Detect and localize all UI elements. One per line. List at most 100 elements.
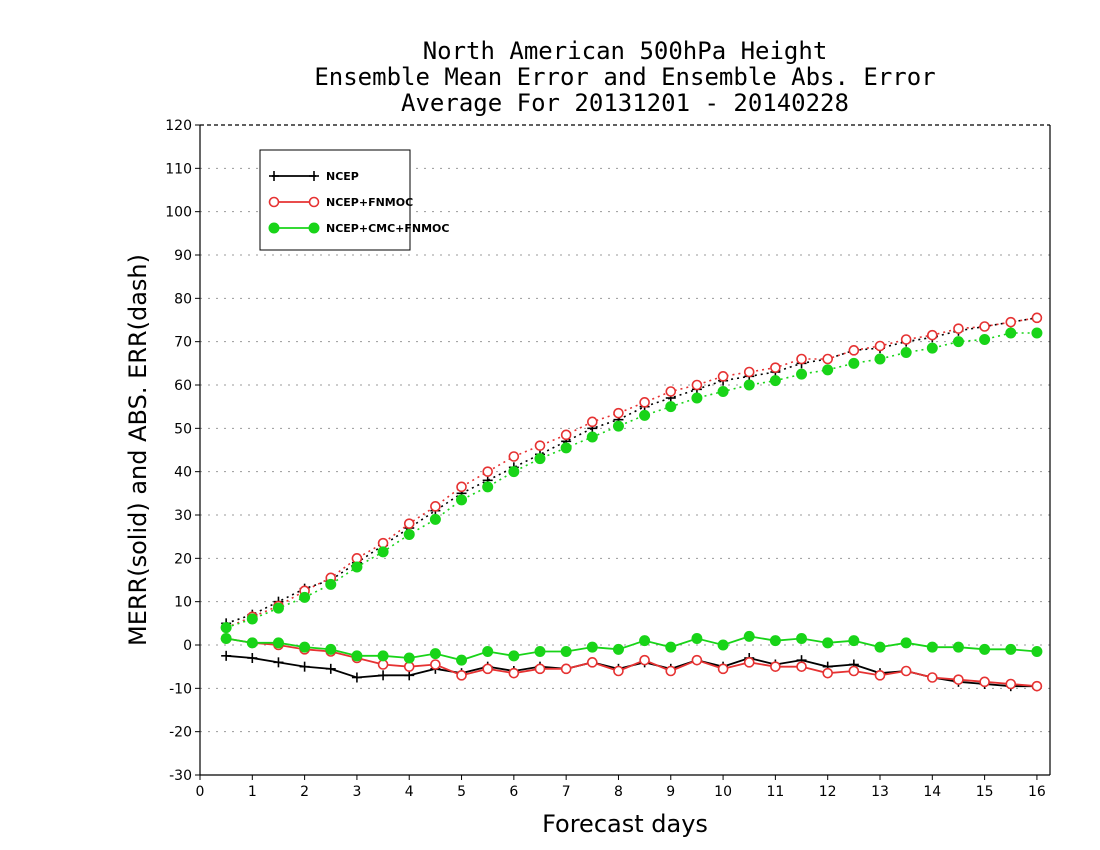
data-point — [691, 654, 703, 666]
y-tick-label: 30 — [174, 508, 192, 524]
data-point — [560, 442, 572, 454]
series-ncep-fnmoc — [220, 312, 1043, 692]
data-point — [900, 334, 912, 345]
data-point — [246, 637, 258, 649]
data-point — [309, 171, 319, 181]
data-point — [268, 196, 280, 208]
data-point — [482, 481, 494, 493]
data-point — [691, 379, 703, 391]
data-point — [665, 665, 677, 677]
data-point — [560, 429, 572, 441]
y-tick-label: -10 — [169, 681, 192, 697]
x-tick-label: 4 — [405, 784, 414, 800]
data-point — [848, 357, 860, 369]
data-point — [848, 635, 860, 647]
data-point — [717, 663, 729, 675]
data-point — [717, 371, 729, 382]
data-point — [586, 431, 598, 443]
data-point — [482, 663, 493, 675]
data-point — [796, 633, 808, 644]
data-point — [979, 643, 991, 655]
legend-entry: NCEP+CMC+FNMOC — [268, 222, 449, 235]
data-point — [403, 661, 415, 672]
data-point — [743, 366, 755, 378]
x-tick-label: 1 — [248, 784, 257, 800]
data-point — [272, 602, 284, 614]
data-point — [743, 379, 755, 391]
data-point — [979, 676, 990, 688]
data-point — [770, 661, 781, 672]
legend-entry: NCEP+FNMOC — [268, 196, 413, 209]
x-tick-label: 16 — [1028, 784, 1046, 800]
x-tick-label: 7 — [562, 784, 571, 800]
data-point — [351, 672, 362, 683]
chart-title-line-1: North American 500hPa Height — [422, 37, 828, 65]
y-tick-label: -30 — [169, 768, 192, 784]
data-point — [456, 670, 467, 681]
data-point — [927, 672, 938, 683]
data-point — [874, 670, 886, 681]
data-point — [299, 641, 311, 653]
legend-label: NCEP+FNMOC — [326, 196, 413, 209]
data-point — [926, 641, 938, 653]
data-point — [586, 641, 598, 653]
series-ncep — [221, 312, 1042, 692]
series-layer — [220, 312, 1043, 692]
data-point — [900, 637, 912, 649]
data-point — [613, 407, 624, 419]
data-point — [639, 654, 650, 666]
data-point — [769, 635, 781, 647]
data-point — [953, 323, 964, 334]
data-point — [874, 641, 886, 653]
data-point — [508, 667, 520, 679]
y-tick-label: 60 — [174, 378, 192, 394]
data-point — [822, 637, 834, 649]
data-point — [377, 650, 389, 662]
y-tick-label: -20 — [169, 725, 192, 741]
merr-line — [226, 654, 1037, 688]
data-point — [822, 667, 833, 679]
data-point — [325, 578, 337, 590]
data-point — [403, 652, 415, 664]
data-point — [246, 613, 258, 625]
data-point — [268, 222, 280, 234]
y-tick-label: 50 — [174, 421, 192, 437]
data-point — [979, 321, 990, 332]
data-point — [691, 392, 703, 404]
data-point — [429, 648, 441, 660]
data-point — [926, 342, 938, 354]
data-point — [874, 353, 886, 365]
data-point — [351, 650, 363, 662]
data-point — [273, 657, 284, 668]
data-point — [534, 646, 546, 657]
data-point — [220, 622, 232, 634]
data-point — [874, 340, 886, 352]
legend-label: NCEP+CMC+FNMOC — [326, 222, 449, 235]
data-point — [299, 661, 310, 672]
x-tick-label: 2 — [300, 784, 309, 800]
data-point — [456, 494, 468, 506]
data-point — [848, 345, 860, 356]
legend: NCEP NCEP+FNMOC NCEP+CMC+FNMOC — [259, 149, 449, 251]
data-point — [272, 637, 284, 649]
data-point — [308, 222, 320, 234]
data-point — [508, 451, 520, 462]
data-point — [325, 643, 337, 655]
x-tick-label: 8 — [614, 784, 623, 800]
x-tick-label: 10 — [714, 784, 732, 800]
data-point — [1031, 680, 1043, 692]
y-tick-label: 10 — [174, 595, 192, 611]
data-point — [429, 513, 441, 525]
data-point — [351, 553, 363, 564]
data-point — [769, 375, 781, 387]
data-point — [770, 362, 781, 373]
y-tick-label: 90 — [174, 248, 192, 264]
data-point — [430, 501, 441, 512]
data-point — [247, 653, 258, 663]
data-point — [717, 639, 729, 651]
gridlines — [200, 167, 1050, 733]
data-point — [403, 518, 415, 529]
x-tick-label: 3 — [352, 784, 361, 800]
